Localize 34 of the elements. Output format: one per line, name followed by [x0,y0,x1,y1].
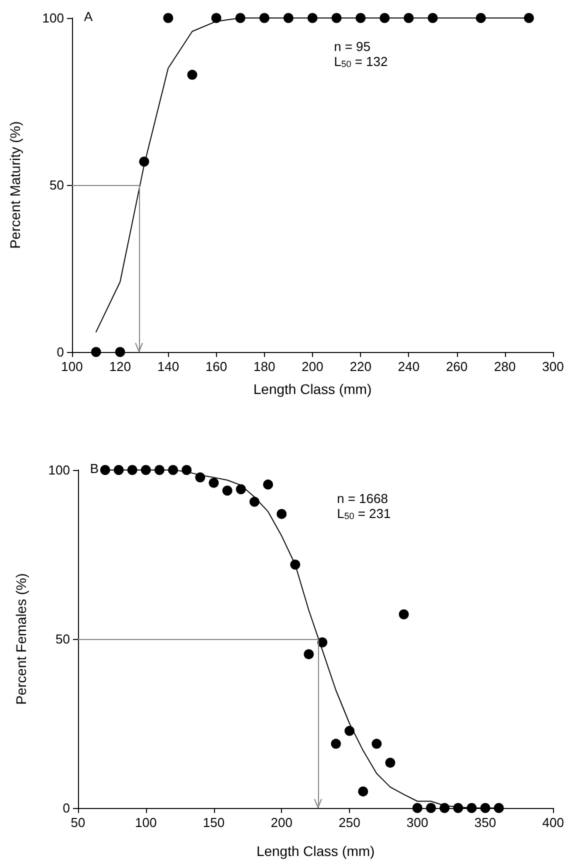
x-tick-label: 400 [542,815,564,830]
y-tick-label: 0 [56,344,64,360]
annotation: n = 95 [334,39,371,54]
y-axis-title: Percent Maturity (%) [7,121,23,249]
x-tick-label: 280 [494,359,516,374]
x-tick-label: 200 [302,359,324,374]
y-tick-label: 50 [56,632,70,646]
x-tick-label: 100 [135,815,157,830]
x-tick-label: 300 [542,359,564,374]
x-tick-label: 200 [270,815,292,830]
annotation: B [90,461,99,476]
y-tick-label: 50 [50,178,64,192]
annotation: L50 = 132 [334,54,388,69]
x-tick-label: 350 [474,815,496,830]
x-tick-label: 160 [205,359,228,374]
annotation: L50 = 231 [337,506,391,521]
x-tick-label: 220 [350,359,372,374]
x-tick-label: 300 [406,815,428,830]
x-tick-label: 150 [202,815,225,830]
x-tick-label: 120 [109,359,131,374]
x-tick-label: 260 [446,359,468,374]
y-tick-label: 100 [48,462,70,478]
x-tick-label: 180 [254,359,276,374]
y-tick-label: 100 [42,10,64,26]
x-axis-title: Length Class (mm) [253,381,372,397]
annotation: A [84,9,93,24]
y-axis-title: Percent Females (%) [13,573,29,705]
x-axis-title: Length Class (mm) [256,843,375,859]
x-tick-label: 240 [398,359,420,374]
x-tick-label: 50 [70,815,86,830]
annotation: n = 1668 [337,491,388,506]
x-tick-label: 140 [157,359,180,374]
y-tick-label: 0 [62,800,70,816]
x-tick-label: 250 [338,815,360,830]
